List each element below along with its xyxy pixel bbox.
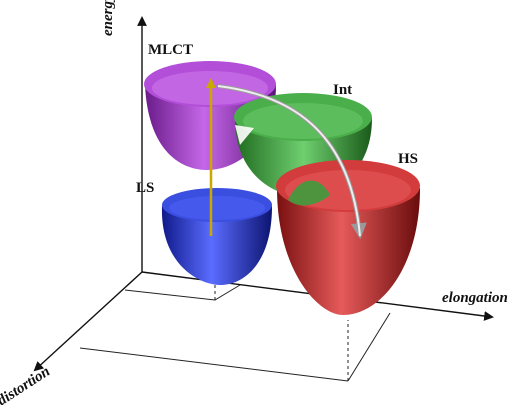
distortion-axis <box>33 271 143 372</box>
energy-axis-label: energy <box>100 0 116 36</box>
ls-surface <box>161 188 272 285</box>
potential-energy-surface-diagram <box>33 16 494 382</box>
hs-label: HS <box>398 151 419 167</box>
projection-lines <box>79 284 391 382</box>
mlct-label: MLCT <box>148 42 193 58</box>
int-label: Int <box>333 82 353 98</box>
elongation-axis-label: elongation <box>442 290 508 306</box>
hs-surface <box>276 160 420 315</box>
ls-label: LS <box>136 180 155 196</box>
